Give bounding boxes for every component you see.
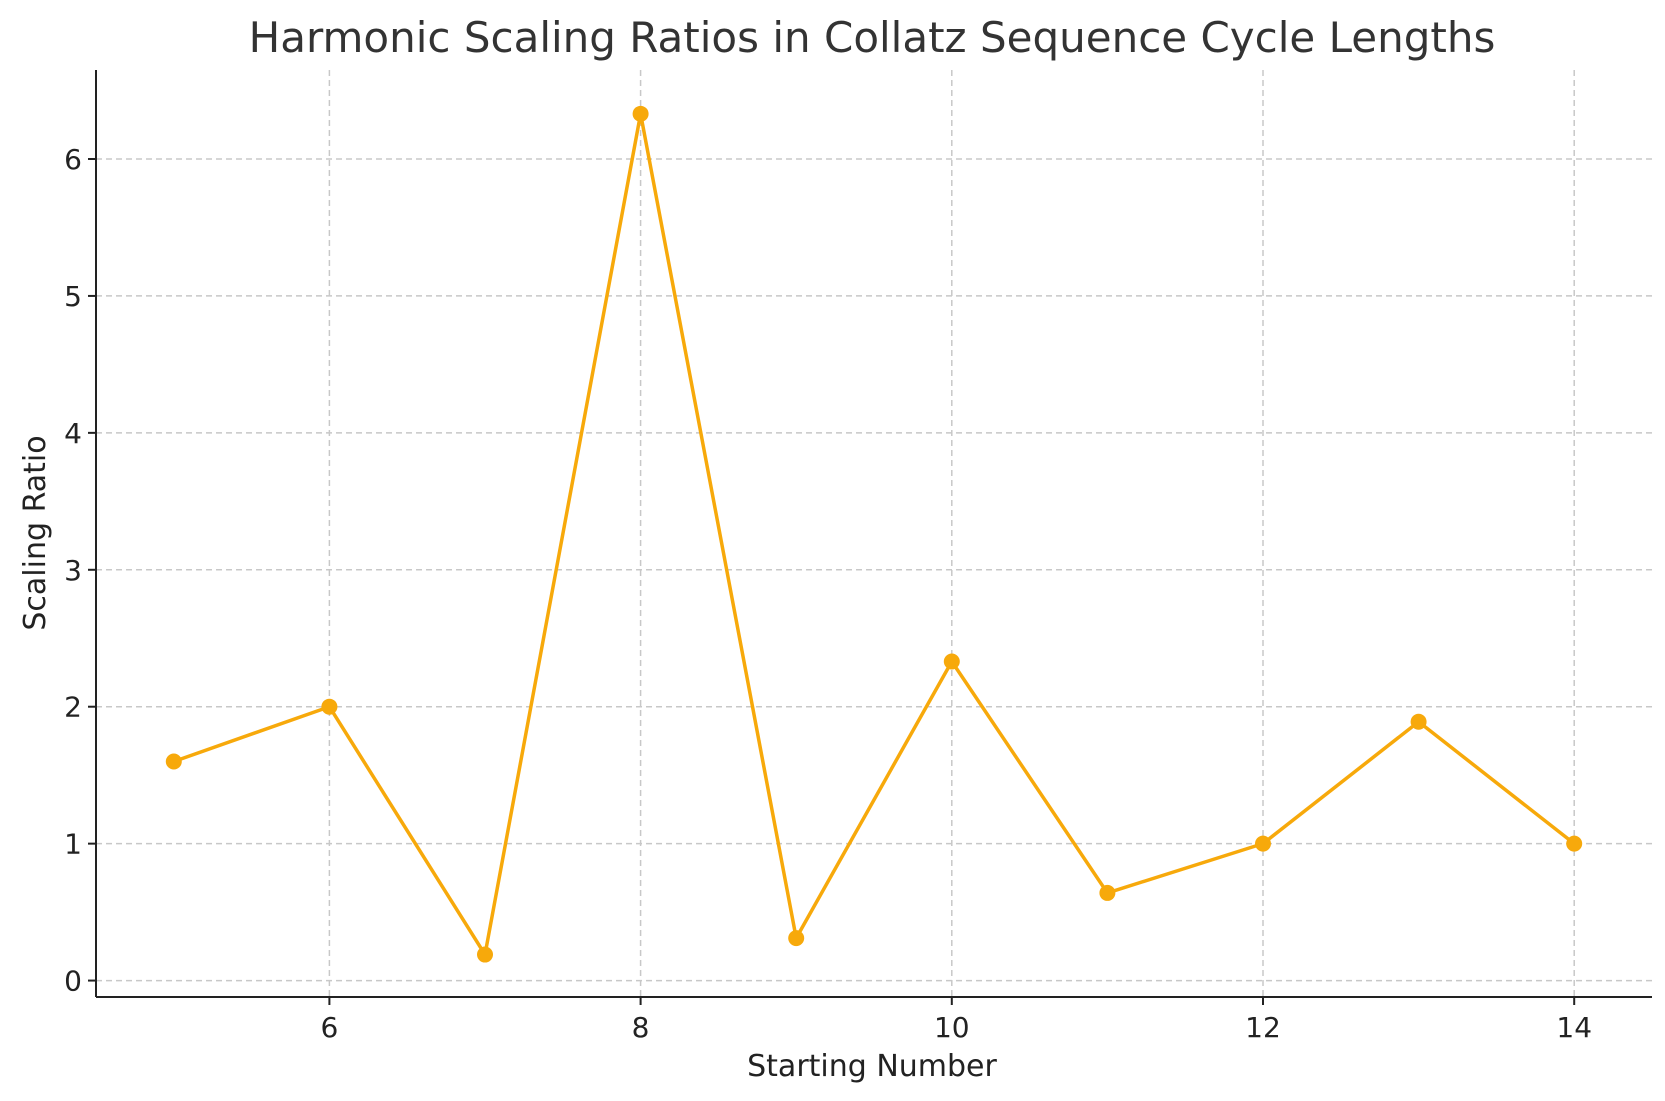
data-point bbox=[788, 930, 805, 947]
x-axis-label: Starting Number bbox=[747, 1049, 997, 1084]
y-tick-label: 2 bbox=[64, 691, 82, 724]
data-point bbox=[1099, 884, 1116, 901]
series-line bbox=[173, 112, 1576, 957]
y-tick-label: 3 bbox=[64, 554, 82, 587]
series bbox=[165, 105, 1583, 963]
data-point bbox=[1255, 835, 1271, 852]
x-tick-label: 8 bbox=[632, 1011, 650, 1044]
data-point bbox=[165, 753, 182, 770]
data-point bbox=[477, 946, 493, 963]
y-tick-label: 0 bbox=[64, 965, 82, 998]
grid bbox=[96, 70, 1652, 997]
y-tick-label: 4 bbox=[64, 417, 82, 450]
y-tick-label: 6 bbox=[64, 143, 82, 176]
x-tick-label: 10 bbox=[934, 1011, 970, 1044]
chart-title: Harmonic Scaling Ratios in Collatz Seque… bbox=[249, 13, 1496, 62]
y-tick-label: 1 bbox=[64, 828, 82, 861]
data-point bbox=[321, 698, 338, 715]
data-point bbox=[1566, 835, 1583, 852]
data-point bbox=[943, 653, 960, 670]
x-tick-label: 12 bbox=[1245, 1011, 1281, 1044]
y-tick-label: 5 bbox=[64, 280, 82, 313]
y-axis-label: Scaling Ratio bbox=[18, 435, 53, 630]
x-tick-label: 14 bbox=[1556, 1011, 1592, 1044]
data-point bbox=[632, 105, 649, 122]
x-tick-label: 6 bbox=[320, 1011, 338, 1044]
data-point bbox=[1410, 713, 1427, 730]
